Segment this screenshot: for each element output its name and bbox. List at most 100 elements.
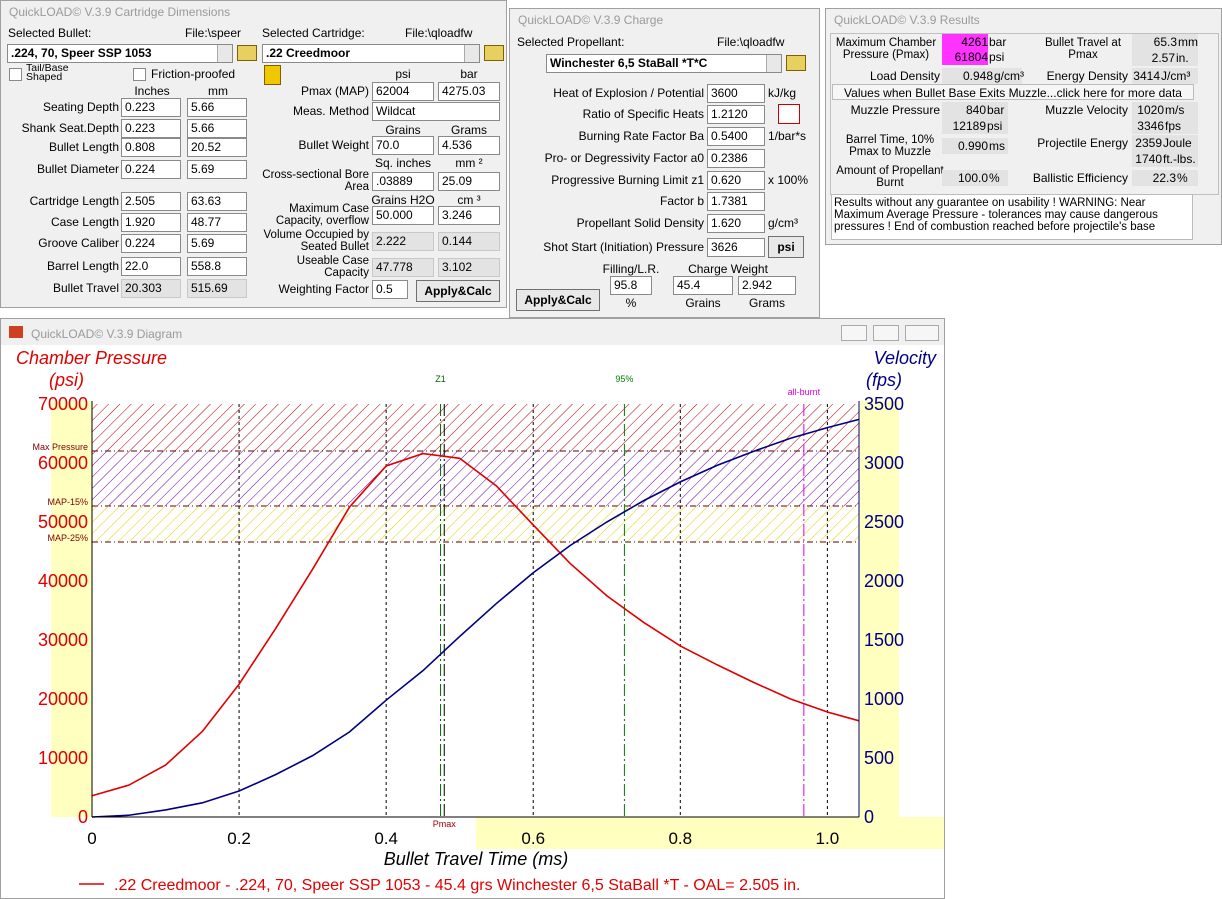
label: File:\qloadfw: [717, 35, 785, 49]
label: bar: [987, 103, 1005, 117]
label: cm ³: [457, 193, 481, 207]
input-field[interactable]: 3.246: [438, 205, 500, 225]
level-label: MAP-25%: [47, 533, 88, 543]
input-field[interactable]: 4275.03: [438, 81, 500, 101]
input-field[interactable]: 0.808: [121, 137, 181, 157]
label: fps: [1165, 119, 1182, 133]
window-title: QuickLOAD© V.3.9 Diagram: [31, 327, 183, 341]
button[interactable]: Apply&Calc: [516, 289, 600, 311]
button[interactable]: Apply&Calc: [416, 280, 500, 302]
minimize-button[interactable]: [841, 325, 867, 341]
value-box: [942, 170, 1008, 186]
value-box: [1132, 170, 1198, 186]
input-field[interactable]: 0.223: [121, 97, 181, 117]
input-field[interactable]: 3626: [707, 237, 765, 257]
dropdown[interactable]: .224, 70, Speer SSP 1053: [7, 43, 233, 63]
input-field[interactable]: 0.2386: [707, 148, 765, 168]
readonly-field: 0.144: [438, 231, 500, 251]
input-field[interactable]: 0.5400: [707, 126, 765, 146]
input-field[interactable]: 1.920: [121, 212, 181, 232]
label: mm ²: [455, 156, 483, 170]
y2-tick-label: 1500: [864, 630, 904, 650]
value-box: [942, 34, 988, 50]
input-field[interactable]: 0.224: [121, 233, 181, 253]
folder-button[interactable]: [237, 45, 257, 61]
input-field[interactable]: 22.0: [121, 256, 181, 276]
dropdown-arrow[interactable]: [766, 54, 781, 72]
input-field[interactable]: 558.8: [187, 256, 247, 276]
label: psi: [989, 50, 1005, 64]
input-field[interactable]: 2.505: [121, 191, 181, 211]
label: Muzzle Pressure: [850, 103, 940, 117]
folder-button[interactable]: [484, 45, 504, 61]
y2-tick-label: 2000: [864, 571, 904, 591]
label: Filling/L.R.: [602, 262, 660, 276]
label: Shot Start (Initiation) Pressure: [543, 240, 704, 254]
label: Barrel Length: [46, 259, 119, 273]
readonly-field: 2.222: [372, 231, 434, 251]
label: %: [1177, 171, 1188, 185]
label: Sq. inches: [374, 156, 432, 170]
x-tick-label: 0: [87, 829, 96, 848]
input-field[interactable]: 0.620: [707, 170, 765, 190]
message-box: Results without any guarantee on usabili…: [831, 194, 1193, 240]
label: Muzzle Velocity: [1045, 103, 1128, 117]
dropdown[interactable]: .22 Creedmoor: [262, 43, 480, 63]
input-field[interactable]: 20.52: [187, 137, 247, 157]
input-field[interactable]: 1.620: [707, 213, 765, 233]
input-field[interactable]: .03889: [372, 171, 434, 191]
icon[interactable]: [778, 104, 800, 124]
input-field[interactable]: 62004: [372, 81, 434, 101]
input-field[interactable]: 0.223: [121, 118, 181, 138]
input-field[interactable]: 45.4: [673, 275, 733, 295]
maximize-button[interactable]: [873, 325, 899, 341]
input-field[interactable]: 0.5: [372, 279, 408, 299]
input-field[interactable]: 1.2120: [707, 104, 765, 124]
label: 3414: [1133, 69, 1160, 83]
label: ft.-lbs.: [1163, 152, 1196, 166]
input-field[interactable]: 95.8: [610, 275, 652, 295]
muzzle-data-link[interactable]: Values when Bullet Base Exits Muzzle...c…: [832, 84, 1194, 100]
input-field[interactable]: 3600: [707, 83, 765, 103]
value-box: [942, 68, 1022, 84]
value-box: [1132, 68, 1198, 84]
x-tick-label: 0.4: [374, 829, 398, 848]
marker-label: all-burnt: [788, 387, 821, 397]
value-box: [942, 102, 1008, 118]
input-field[interactable]: 2.942: [738, 275, 796, 295]
button[interactable]: psi: [768, 236, 804, 258]
label: 1740: [1135, 152, 1162, 166]
input-field[interactable]: Wildcat: [372, 101, 500, 121]
close-button[interactable]: [905, 325, 939, 341]
input-field[interactable]: 1.7381: [707, 191, 765, 211]
label: Heat of Explosion / Potential: [553, 86, 704, 100]
value-box: [1132, 102, 1198, 118]
input-field[interactable]: 48.77: [187, 212, 247, 232]
input-field[interactable]: 5.66: [187, 97, 247, 117]
checkbox[interactable]: [133, 68, 146, 81]
input-field[interactable]: 50.000: [372, 205, 434, 225]
input-field[interactable]: 63.63: [187, 191, 247, 211]
checkbox[interactable]: [9, 68, 22, 81]
label: Grains: [385, 123, 421, 137]
input-field[interactable]: 5.66: [187, 118, 247, 138]
icon[interactable]: [264, 65, 281, 85]
input-field[interactable]: 4.536: [438, 135, 500, 155]
dropdown-arrow[interactable]: [464, 44, 479, 62]
input-field[interactable]: 0.224: [121, 159, 181, 179]
label: Amount of Propellant Burnt: [836, 165, 944, 189]
input-field[interactable]: 25.09: [438, 171, 500, 191]
input-field[interactable]: 5.69: [187, 233, 247, 253]
level-label: MAP-15%: [47, 497, 88, 507]
label: 12189: [952, 119, 986, 133]
dropdown-arrow[interactable]: [217, 44, 232, 62]
value-box: [1132, 118, 1198, 134]
folder-button[interactable]: [786, 55, 806, 71]
dropdown[interactable]: Winchester 6,5 StaBall *T*C: [546, 53, 782, 73]
label: Tail/Base Shaped: [26, 64, 69, 83]
input-field[interactable]: 70.0: [372, 135, 434, 155]
label: x 100%: [768, 173, 809, 187]
input-field[interactable]: 5.69: [187, 159, 247, 179]
y-axis-unit: (psi): [49, 370, 84, 390]
